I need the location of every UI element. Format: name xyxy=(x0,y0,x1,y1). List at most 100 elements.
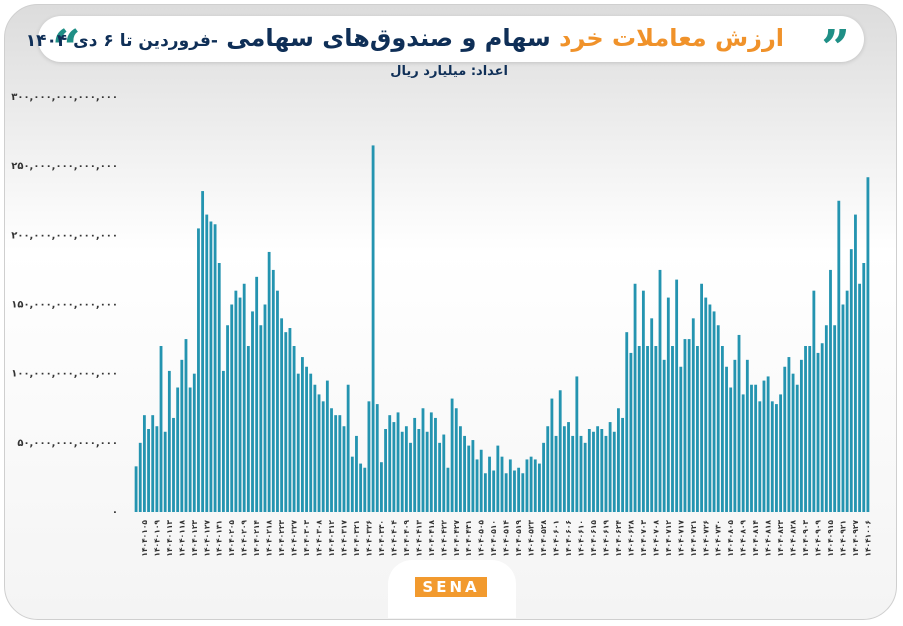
bar xyxy=(866,177,870,512)
bar xyxy=(205,214,209,513)
bar xyxy=(467,445,471,512)
bar xyxy=(367,401,371,512)
bar xyxy=(163,431,167,512)
bar xyxy=(396,412,400,512)
bar xyxy=(459,426,462,512)
x-tick-label: ۱۴۰۴۰۷۳۰ xyxy=(714,520,723,557)
x-tick-label: ۱۴۰۴۰۳۲۶ xyxy=(364,520,373,557)
bar xyxy=(775,404,778,512)
x-tick-label: ۱۴۰۴۰۲۱۸ xyxy=(265,520,274,557)
x-tick-label: ۱۴۰۴۰۳۰۸ xyxy=(315,520,324,557)
bar xyxy=(450,398,454,512)
bar xyxy=(300,357,304,512)
bar xyxy=(538,463,541,512)
bar xyxy=(504,473,508,512)
bar xyxy=(633,283,637,512)
bar xyxy=(808,346,812,512)
bar xyxy=(587,429,591,512)
bar xyxy=(592,431,595,512)
bar xyxy=(829,269,832,512)
bar xyxy=(854,214,857,513)
bar xyxy=(400,431,404,512)
bar xyxy=(217,263,221,512)
bar xyxy=(666,297,670,512)
bar xyxy=(500,456,504,512)
bar xyxy=(280,318,284,512)
bar xyxy=(313,384,317,512)
logo: SENA xyxy=(415,577,487,597)
bar xyxy=(550,398,554,512)
quote-mark: ” xyxy=(821,18,850,77)
bar xyxy=(812,290,816,512)
bar xyxy=(675,279,679,512)
x-tick-label: ۱۴۰۴۰۴۰۹ xyxy=(402,520,411,557)
bar xyxy=(271,269,275,512)
x-tick-label: ۱۴۰۴۰۵۱۴ xyxy=(502,520,511,557)
bar xyxy=(463,435,466,512)
bar xyxy=(213,224,217,512)
bar xyxy=(508,459,512,512)
bar xyxy=(259,325,263,512)
bar xyxy=(737,334,741,512)
bar xyxy=(758,401,762,512)
x-tick-label: ۱۴۰۴۰۵۰۵ xyxy=(477,520,486,557)
bar xyxy=(612,431,616,512)
bar xyxy=(421,408,425,512)
bar xyxy=(379,462,383,512)
bar xyxy=(641,290,645,512)
x-tick-label: ۱۴۰۴۰۱۲۳ xyxy=(190,520,199,557)
bar xyxy=(604,435,608,512)
bar xyxy=(820,343,824,512)
x-tick-label: ۱۴۰۴۰۹۲۱ xyxy=(838,520,847,557)
x-tick-label: ۱۴۰۴۰۲۲۳ xyxy=(277,520,286,557)
bar xyxy=(479,449,483,512)
bar xyxy=(309,373,313,512)
x-tick-label: ۱۴۰۴۰۱۳۱ xyxy=(215,520,224,557)
bar xyxy=(276,290,279,512)
bar xyxy=(442,434,446,512)
bar xyxy=(429,412,433,512)
x-tick-label: ۱۴۰۴۰۷۲۶ xyxy=(701,520,710,557)
bar xyxy=(417,429,421,512)
x-tick-label: ۱۴۰۴۰۴۲۷ xyxy=(452,520,461,557)
y-tick-label: ۵۰,۰۰۰,۰۰۰,۰۰۰,۰۰۰ xyxy=(17,438,118,449)
bar xyxy=(375,404,379,512)
x-tick-label: ۱۴۰۴۰۱۱۳ xyxy=(165,520,174,557)
bar xyxy=(716,325,720,512)
title-period: -فروردین تا ۶ دی ۱۴۰۴ xyxy=(25,31,218,51)
bar xyxy=(488,456,491,512)
bar xyxy=(392,422,396,512)
bar xyxy=(783,366,787,512)
bar xyxy=(325,380,329,512)
bar xyxy=(483,473,487,512)
bar xyxy=(816,352,820,512)
bar xyxy=(567,422,570,512)
bar xyxy=(334,415,338,512)
x-tick-label: ۱۴۰۴۰۱۲۷ xyxy=(202,520,211,557)
panel xyxy=(4,4,897,620)
bar xyxy=(583,442,587,512)
bar xyxy=(251,311,254,512)
x-tick-label: ۱۴۰۴۰۶۰۱ xyxy=(552,520,561,557)
bar xyxy=(779,394,783,512)
bar xyxy=(596,426,600,512)
bar xyxy=(754,384,758,512)
bar xyxy=(209,221,213,512)
bar xyxy=(180,359,184,512)
bar xyxy=(762,380,766,512)
x-tick-label: ۱۴۰۴۰۵۲۳ xyxy=(527,520,536,557)
x-tick-label: ۱۴۰۴۰۳۲۱ xyxy=(352,520,361,557)
bar xyxy=(712,311,716,512)
bar xyxy=(159,346,163,512)
x-tick-label: ۱۴۰۴۰۹۲۷ xyxy=(851,520,860,557)
x-tick-label: ۱۴۰۴۰۴۲۲ xyxy=(439,520,448,557)
bar xyxy=(841,304,845,512)
bar xyxy=(342,426,346,512)
x-tick-label: ۱۴۰۴۰۸۱۴ xyxy=(751,520,760,557)
x-tick-label: ۱۴۰۴۰۶۱۰ xyxy=(577,520,586,557)
bar xyxy=(172,417,175,512)
bar xyxy=(691,318,695,512)
bar xyxy=(267,251,271,512)
x-tick-label: ۱۴۰۴۰۱۱۸ xyxy=(177,520,186,557)
